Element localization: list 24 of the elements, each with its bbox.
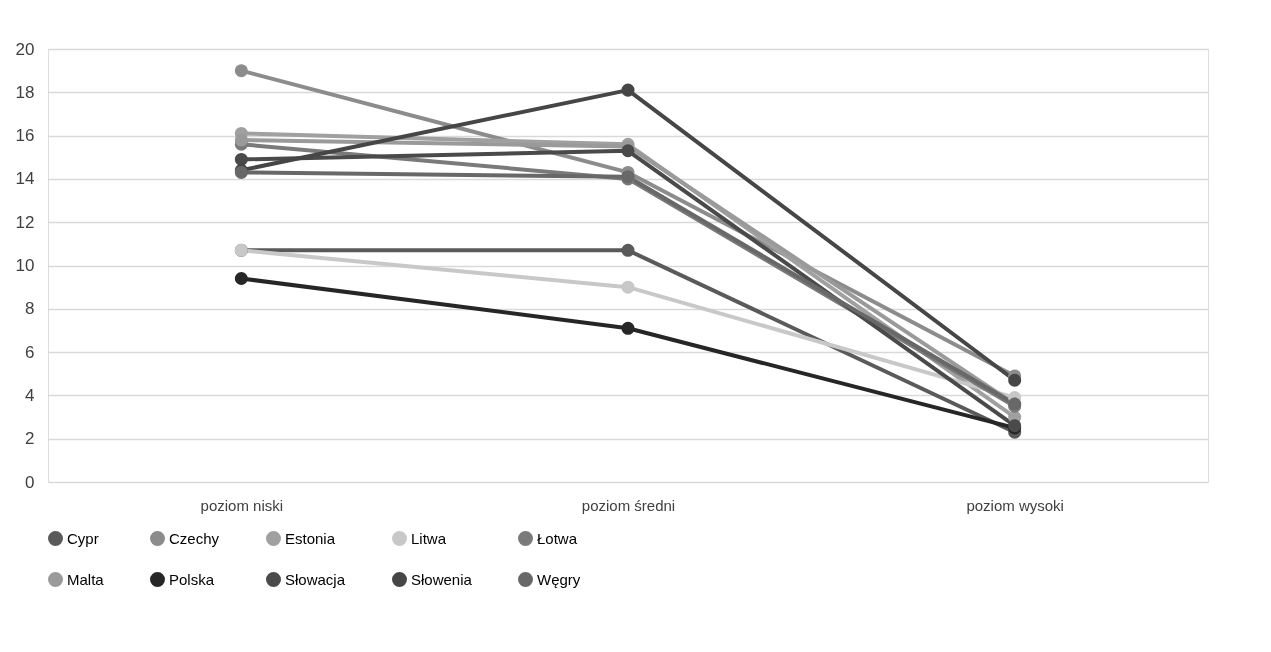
x-tick-label: poziom niski xyxy=(200,496,284,514)
y-tick-label: 20 xyxy=(15,39,35,59)
y-tick-label: 10 xyxy=(15,256,35,275)
legend-label: Czechy xyxy=(169,529,220,547)
y-tick-label: 2 xyxy=(25,429,35,449)
x-tick-label: poziom średni xyxy=(581,496,676,514)
y-tick-label: 14 xyxy=(15,169,35,189)
y-tick-label: 6 xyxy=(25,342,35,362)
legend-label: Węgry xyxy=(537,570,581,588)
y-tick-label: 8 xyxy=(25,299,35,319)
legend-label: Polska xyxy=(169,570,215,588)
legend-label: Malta xyxy=(67,570,105,588)
legend-label: Słowacja xyxy=(285,570,346,588)
legend-label: Litwa xyxy=(411,529,447,547)
y-tick-label: 12 xyxy=(15,212,35,232)
legend-label: Estonia xyxy=(285,529,336,547)
y-tick-label: 16 xyxy=(15,126,35,146)
legend-label: Cypr xyxy=(67,529,99,547)
legend-label: Łotwa xyxy=(537,529,578,547)
legend-label: Słowenia xyxy=(411,570,473,588)
y-tick-label: 0 xyxy=(25,472,35,492)
y-tick-label: 18 xyxy=(15,82,35,102)
y-tick-label: 4 xyxy=(25,385,35,405)
x-tick-label: poziom wysoki xyxy=(966,496,1064,514)
